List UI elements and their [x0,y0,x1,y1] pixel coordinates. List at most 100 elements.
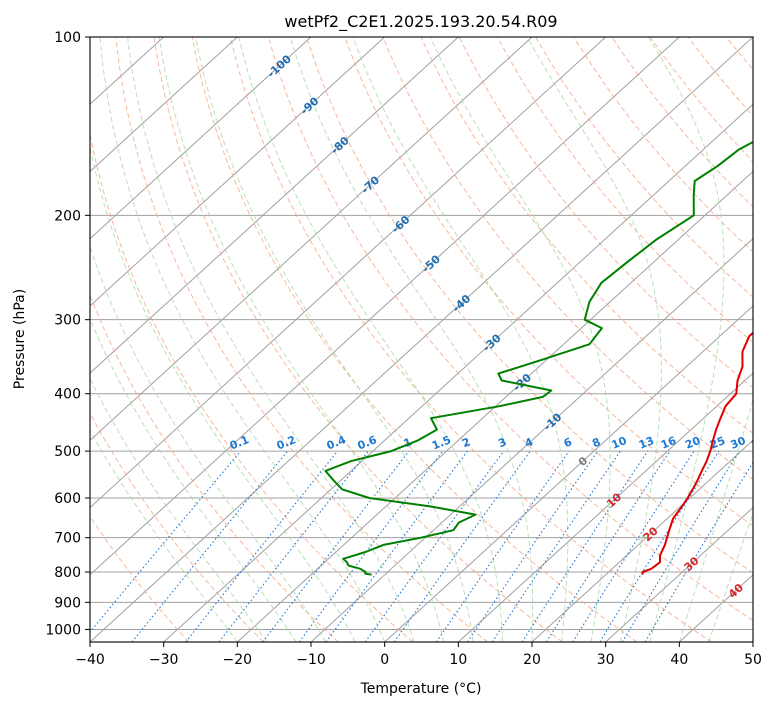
moist-adiabat-line [99,37,386,642]
dry-adiabat-line [611,37,753,208]
dry-adiabat-line [191,37,638,642]
dry-adiabat-line [382,37,753,481]
dry-adiabat-line [496,37,753,344]
y-axis: 100 200 300 400 500 600 700 800 900 1000 [45,30,90,638]
x-tick-label: 40 [670,652,688,668]
mixing-ratio-line [572,450,695,642]
mixing-ratio-line [90,450,242,633]
series-lines [324,140,753,576]
x-tick-label: −10 [296,652,326,668]
mixing-ratio-label: 13 [637,434,656,452]
mixing-ratio-label: 10 [610,434,629,452]
isotherm-line [90,37,312,240]
moist-adiabat-line [238,37,503,642]
chart-title: wetPf2_C2E1.2025.193.20.54.R09 [284,12,557,32]
moist-adiabat-line [90,377,268,642]
isotherm-line [90,37,533,442]
mixing-ratio-line [545,450,671,642]
moist-adiabat-line [648,37,725,642]
dry-adiabat-line [649,37,753,163]
y-tick-label: 300 [54,313,81,329]
moist-adiabat-line [90,245,327,642]
isotherm-line [384,305,753,642]
y-tick-label: 600 [54,491,81,507]
x-tick-label: −20 [223,652,253,668]
y-tick-label: 500 [54,444,81,460]
mixing-ratio-line [262,450,410,642]
isotherm-line [531,439,753,642]
dry-adiabat-line [90,515,190,642]
y-axis-label: Pressure (hPa) [12,289,28,389]
mixing-ratio-line [185,450,339,642]
mixing-ratio-line [621,450,740,642]
isotherm-line [752,641,753,642]
moist-adiabat-line [90,145,356,642]
x-axis: −40 −30 −20 −10 0 10 20 30 40 50 [75,642,762,668]
y-tick-label: 1000 [45,622,81,638]
mixing-ratio-line [364,450,505,642]
x-tick-label: 20 [523,652,541,668]
x-tick-label: 0 [380,652,389,668]
y-tick-label: 100 [54,30,81,46]
x-tick-label: 10 [449,652,467,668]
moist-adiabat-line [195,37,474,642]
dry-adiabat-line [90,293,339,642]
isotherm-line [90,37,680,576]
dry-adiabat-line [90,131,414,642]
mixing-ratio-label: 2 [460,435,472,450]
mixing-ratio-label: 30 [728,434,747,452]
moist-adiabat-line [90,429,238,642]
y-tick-label: 900 [54,595,81,611]
moist-adiabat-line [352,37,569,642]
dry-adiabat-line [115,37,488,642]
mixing-ratio-label: 8 [590,435,602,450]
x-tick-label: −30 [149,652,179,668]
isotherm-line [90,37,459,374]
isotherm-line [90,37,238,173]
moist-adiabat-line [127,37,415,642]
moist-adiabat-line [526,37,662,642]
dry-adiabat-line [344,37,753,527]
mixing-ratio-line [325,450,468,642]
temperature-line [641,331,753,575]
y-tick-label: 200 [54,208,81,224]
y-tick-label: 400 [54,387,81,403]
mixing-ratio-line [131,450,289,642]
x-tick-label: 30 [597,652,615,668]
moist-adiabat-line [289,37,534,642]
mixing-ratio-line [298,450,444,642]
dry-adiabat-line [458,37,753,389]
isotherm-line [90,37,607,509]
background-lines [90,37,775,642]
mixing-ratio-line [393,450,531,642]
x-axis-label: Temperature (°C) [360,681,482,697]
dry-adiabat-line [229,37,712,642]
isotherm-line [90,37,386,307]
mixing-ratio-line [467,450,599,642]
isotherm-line [236,170,753,642]
y-tick-label: 800 [54,565,81,581]
dry-adiabat-line [420,37,753,435]
dewpoint-line [324,140,753,576]
moist-adiabat-line [678,398,753,642]
x-tick-label: −40 [75,652,105,668]
isotherm-line [457,372,753,642]
dry-adiabat-line [306,37,753,574]
mixing-ratio-line [435,450,570,642]
dry-adiabat-line [765,37,775,642]
mixing-ratio-line [521,450,649,642]
moist-adiabat-line [90,317,297,642]
moist-adiabat-line [429,37,611,642]
mixing-ratio-label: 1 [402,435,414,450]
mixing-ratio-label: 20 [683,434,702,452]
isotherm-line [163,103,753,642]
dry-adiabat-line [535,37,753,298]
mixing-ratio-label: 3 [496,435,508,450]
plot-frame [89,36,754,643]
mixing-ratio-line [491,450,621,642]
moist-adiabat-line [708,512,753,642]
dry-adiabat-line [268,37,753,622]
moist-adiabat-line [158,37,445,642]
isotherm-line [605,506,753,642]
